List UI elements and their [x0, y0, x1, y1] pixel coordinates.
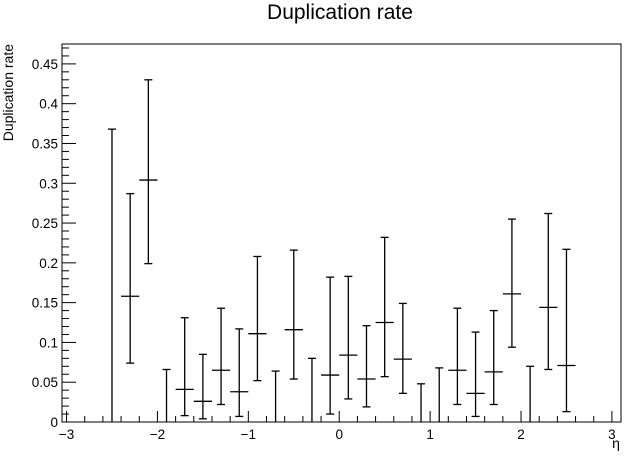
x-tick-label: 0 — [335, 427, 343, 442]
x-tick-label: 3 — [608, 427, 616, 442]
data-point — [121, 192, 140, 364]
y-tick-label: 0.45 — [32, 57, 58, 72]
y-tick-label: 0.1 — [39, 335, 58, 350]
data-point — [107, 128, 116, 422]
x-axis-label: η — [612, 435, 620, 451]
data-point — [466, 331, 485, 418]
data-point — [175, 317, 194, 417]
data-point — [139, 79, 158, 265]
x-tick-label: 2 — [517, 427, 525, 442]
y-tick-label: 0.4 — [39, 97, 58, 112]
data-point — [484, 309, 503, 406]
data-point — [284, 249, 303, 380]
data-point — [162, 368, 171, 422]
y-tick-label: 0.35 — [32, 136, 58, 151]
data-point — [230, 328, 249, 418]
y-tick-label: 0.25 — [32, 216, 58, 231]
data-point — [321, 276, 340, 415]
x-tick-label: −2 — [150, 427, 165, 442]
x-tick-label: 1 — [426, 427, 434, 442]
data-point — [339, 275, 358, 400]
x-tick-label: −1 — [241, 427, 256, 442]
data-point — [539, 212, 558, 371]
y-tick-label: 0.2 — [39, 256, 58, 271]
y-tick-label: 0 — [50, 415, 58, 430]
data-points — [107, 79, 576, 422]
x-axis: −3 −2 −1 0 1 2 3 — [59, 411, 616, 442]
data-point — [417, 383, 426, 422]
data-point — [393, 302, 412, 395]
plot-frame — [61, 43, 622, 423]
data-point — [435, 367, 444, 422]
y-axis: 0 0.05 0.1 0.15 0.2 0.25 0.3 0.35 0.4 0.45 — [32, 47, 76, 430]
data-point — [502, 218, 522, 348]
data-point — [271, 370, 280, 422]
data-point — [375, 236, 394, 378]
x-tick-label: −3 — [59, 427, 74, 442]
data-point — [557, 248, 576, 413]
data-point — [193, 353, 212, 420]
y-tick-label: 0.05 — [32, 375, 58, 390]
y-tick-label: 0.3 — [39, 176, 58, 191]
y-tick-label: 0.15 — [32, 296, 58, 311]
data-point — [307, 357, 316, 422]
data-point — [211, 307, 231, 406]
data-point — [526, 365, 535, 422]
data-point — [248, 255, 267, 382]
chart-title: Duplication rate — [267, 1, 413, 24]
data-point — [448, 307, 467, 406]
y-axis-label: Duplication rate — [0, 44, 16, 141]
data-point — [357, 325, 376, 408]
